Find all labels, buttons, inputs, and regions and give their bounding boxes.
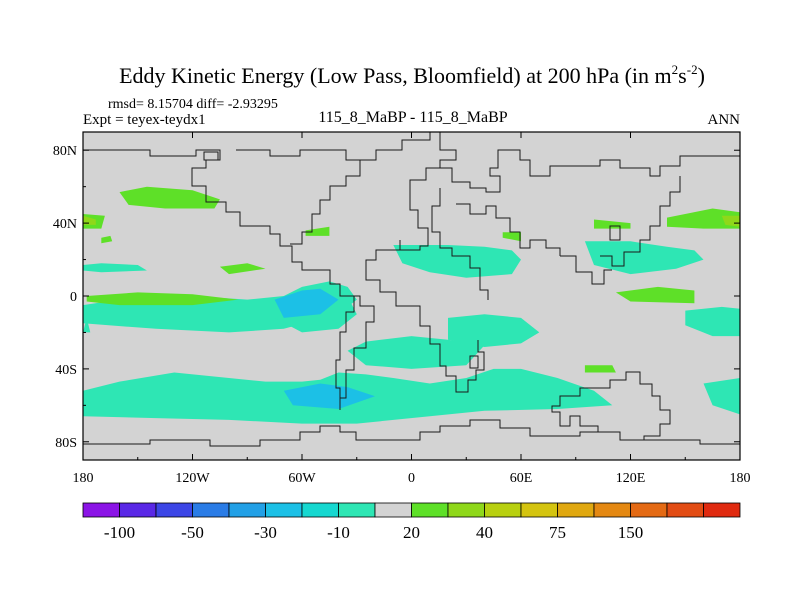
contour-region-25 bbox=[721, 215, 740, 227]
colorbar-box-6 bbox=[301, 502, 339, 518]
colorbar-box-7 bbox=[338, 502, 376, 518]
coastline-north-america-east bbox=[290, 159, 376, 245]
colorbar-box-10 bbox=[447, 502, 485, 518]
colorbar-label-0: -100 bbox=[104, 523, 135, 542]
x-tick-label-3: 0 bbox=[408, 471, 415, 486]
coastline-layer bbox=[83, 132, 740, 447]
expt-label: Expt = teyex-teydx1 bbox=[83, 112, 206, 128]
x-tick-label-0: 180 bbox=[73, 471, 94, 486]
colorbar-box-3 bbox=[192, 502, 230, 518]
colorbar-box-5 bbox=[265, 502, 303, 518]
stats-label: rmsd= 8.15704 diff= -2.93295 bbox=[108, 97, 278, 112]
colorbar-box-9 bbox=[411, 502, 449, 518]
title-sup-2: 2 bbox=[672, 62, 679, 77]
contour-region-22 bbox=[584, 365, 616, 373]
contour-region-11 bbox=[274, 288, 339, 318]
coastline-eurasia bbox=[439, 132, 740, 193]
contour-region-12 bbox=[283, 383, 375, 409]
title-close: ) bbox=[698, 63, 705, 88]
y-tick-label-2: 0 bbox=[70, 290, 77, 305]
colorbar: -100 -50 -30 -10 20 40 75 150 bbox=[82, 502, 741, 542]
colorbar-label-2: -30 bbox=[254, 523, 277, 542]
coastline-japan bbox=[609, 225, 621, 241]
contour-region-13 bbox=[119, 186, 220, 209]
chart-title: Eddy Kinetic Energy (Low Pass, Bloomfiel… bbox=[119, 62, 705, 88]
y-tick-label-3: 40S bbox=[55, 363, 77, 378]
contour-fill-layer bbox=[83, 186, 740, 424]
coastline-east-asia bbox=[600, 176, 681, 267]
colorbar-box-1 bbox=[119, 502, 157, 518]
contour-region-3 bbox=[448, 314, 540, 347]
coastline-north-america bbox=[83, 149, 316, 271]
x-tick-label-1: 120W bbox=[175, 471, 210, 486]
title-units-s: s bbox=[678, 63, 687, 88]
x-tick-label-5: 120E bbox=[616, 471, 646, 486]
contour-region-23 bbox=[502, 232, 521, 242]
axes-layer: 180 120W 60W 0 60E 120E 180 80N 40N 0 40S 80S bbox=[53, 132, 751, 486]
x-tick-label-2: 60W bbox=[288, 471, 316, 486]
colorbar-box-14 bbox=[593, 502, 631, 518]
colorbar-label-7: 150 bbox=[618, 523, 644, 542]
colorbar-label-3: -10 bbox=[327, 523, 350, 542]
colorbar-box-15 bbox=[630, 502, 668, 518]
coastline-south-america-east bbox=[340, 295, 375, 399]
coastline-madagascar bbox=[469, 355, 479, 369]
y-tick-label-0: 80N bbox=[53, 144, 77, 159]
colorbar-label-5: 40 bbox=[476, 523, 493, 542]
coastline-south-america bbox=[316, 269, 355, 410]
contour-region-17 bbox=[219, 263, 266, 275]
coastline-iceland bbox=[203, 151, 219, 161]
x-tick-label-6: 180 bbox=[730, 471, 751, 486]
coastline-asia-south bbox=[431, 188, 489, 300]
contour-region-5 bbox=[393, 245, 521, 278]
x-tick-label-4: 60E bbox=[510, 471, 533, 486]
colorbar-box-17 bbox=[703, 502, 741, 518]
coastline-southeast-asia bbox=[560, 255, 612, 285]
contour-region-10 bbox=[83, 263, 147, 273]
colorbar-label-6: 75 bbox=[549, 523, 566, 542]
coastline-middle-east bbox=[456, 203, 561, 256]
contour-region-7 bbox=[83, 317, 91, 333]
contour-region-19 bbox=[594, 219, 631, 229]
coastline-arctic-america bbox=[236, 132, 431, 161]
colorbar-box-4 bbox=[228, 502, 266, 518]
contour-region-8 bbox=[685, 306, 740, 337]
colorbar-box-2 bbox=[155, 502, 193, 518]
comparison-label: 115_8_MaBP - 115_8_MaBP bbox=[318, 109, 507, 126]
colorbar-box-0 bbox=[82, 502, 120, 518]
contour-region-16 bbox=[305, 226, 330, 236]
title-main: Eddy Kinetic Energy (Low Pass, Bloomfiel… bbox=[119, 63, 672, 88]
colorbar-box-12 bbox=[520, 502, 558, 518]
contour-region-18 bbox=[101, 235, 113, 244]
coastline-africa bbox=[365, 249, 485, 393]
season-label: ANN bbox=[708, 112, 741, 128]
colorbar-label-1: -50 bbox=[181, 523, 204, 542]
contour-region-9 bbox=[703, 378, 740, 415]
contour-region-20 bbox=[667, 208, 740, 229]
colorbar-box-8 bbox=[374, 502, 412, 518]
coastline-antarctica bbox=[83, 419, 740, 447]
colorbar-box-16 bbox=[666, 502, 704, 518]
contour-region-21 bbox=[615, 286, 695, 304]
colorbar-label-4: 20 bbox=[403, 523, 420, 542]
colorbar-box-11 bbox=[484, 502, 522, 518]
y-tick-label-4: 80S bbox=[55, 436, 77, 451]
coastline-europe-west bbox=[399, 167, 440, 251]
contour-region-4 bbox=[347, 336, 485, 369]
colorbar-box-13 bbox=[557, 502, 595, 518]
contour-region-15 bbox=[86, 292, 239, 306]
title-sup-minus2: -2 bbox=[687, 62, 698, 77]
y-tick-label-1: 40N bbox=[53, 217, 77, 232]
